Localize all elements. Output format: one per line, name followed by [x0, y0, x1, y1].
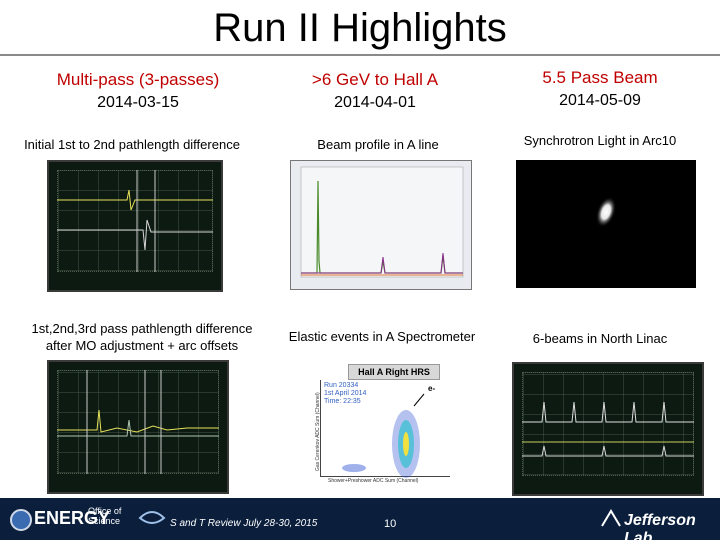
beam-profile-traces [300, 166, 464, 278]
heading-label: Multi-pass (3-passes) [56, 70, 220, 89]
elastic-events-scatter: Hall A Right HRS Run 20334 1st April 201… [310, 360, 456, 490]
scatter-run-info: Run 20334 1st April 2014 Time: 22:35 [324, 382, 366, 406]
caption-north-linac: 6-beams in North Linac [532, 331, 668, 346]
scatter-time: Time: 22:35 [324, 398, 361, 405]
oscilloscope-screenshot-3 [512, 362, 704, 496]
scatter-x-axis [320, 476, 450, 477]
oscilloscope-screenshot-1 [47, 160, 223, 292]
caption-line-1: 1st,2nd,3rd pass pathlength difference [31, 321, 253, 336]
beam-profile-plot [290, 160, 472, 290]
doe-seal-icon [10, 509, 32, 531]
oscilloscope-screenshot-2 [47, 360, 229, 494]
scope-trace [57, 370, 219, 474]
heading-date: 2014-05-09 [559, 92, 641, 109]
column-heading-hall-a: >6 GeV to Hall A 2014-04-01 [265, 70, 485, 112]
caption-elastic-events: Elastic events in A Spectrometer [288, 329, 476, 344]
footer-conference: S and T Review July 28-30, 2015 [170, 518, 318, 529]
column-heading-5-5-pass: 5.5 Pass Beam 2014-05-09 [490, 68, 710, 110]
title-divider [0, 54, 720, 56]
caption-pathlength-after-mo: 1st,2nd,3rd pass pathlength difference a… [12, 320, 272, 354]
scatter-title: Hall A Right HRS [348, 364, 440, 380]
scatter-x-label: Shower+Preshower ADC Sum (Channel) [328, 478, 419, 484]
scope-grid [57, 370, 219, 474]
scope-trace [522, 401, 694, 457]
scatter-run: Run 20334 [324, 382, 359, 389]
scope-grid [57, 170, 213, 272]
footer-doe-energy: ENERGY [34, 508, 111, 528]
scope-grid [522, 372, 694, 476]
heading-label: 5.5 Pass Beam [542, 68, 658, 87]
scatter-date: 1st April 2014 [324, 390, 367, 397]
footer-office: Office of [88, 506, 122, 516]
caption-pathlength: Initial 1st to 2nd pathlength difference [24, 137, 240, 152]
footer-page-number: 10 [384, 518, 397, 530]
caption-line-2: after MO adjustment + arc offsets [45, 338, 239, 353]
scope-status-bar [53, 476, 223, 490]
footer-lab-name: Jefferson Lab [624, 512, 696, 547]
caption-beam-profile: Beam profile in A line [317, 137, 439, 152]
jefferson-lab-logo-icon [600, 508, 622, 530]
footer-bar [0, 498, 720, 540]
scatter-points [342, 393, 425, 478]
page-title: Run II Highlights [213, 6, 507, 50]
jsa-logo-icon [138, 506, 166, 528]
heading-date: 2014-03-15 [97, 94, 179, 111]
scatter-y-label: Gas Cerenkov ADC Sum (Channel) [315, 392, 321, 471]
column-heading-multipass: Multi-pass (3-passes) 2014-03-15 [28, 70, 248, 112]
caption-synchrotron: Synchrotron Light in Arc10 [523, 133, 677, 148]
heading-label: >6 GeV to Hall A [311, 70, 439, 89]
scope-status-bar [518, 478, 698, 492]
scatter-y-axis [320, 380, 321, 476]
heading-date: 2014-04-01 [334, 94, 416, 111]
scope-status-bar [53, 274, 217, 288]
scatter-marker-label: e- [428, 384, 436, 393]
beam-spot [595, 196, 617, 228]
footer-science: Science [88, 516, 121, 526]
synchrotron-light-image [516, 160, 696, 288]
footer-office-of-science: Office of Science [88, 506, 121, 526]
scope-trace [57, 170, 213, 272]
